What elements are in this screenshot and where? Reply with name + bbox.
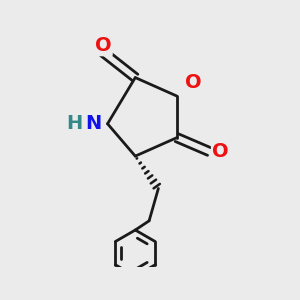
Text: H: H: [66, 114, 82, 133]
Text: O: O: [212, 142, 229, 161]
Text: O: O: [185, 73, 201, 92]
Text: N: N: [85, 114, 102, 133]
Text: O: O: [94, 36, 111, 55]
